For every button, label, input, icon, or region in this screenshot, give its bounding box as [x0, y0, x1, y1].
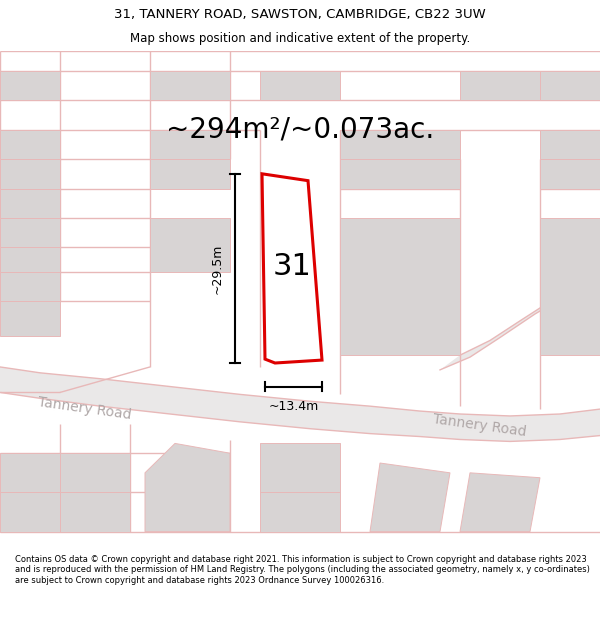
- Polygon shape: [540, 129, 600, 159]
- Polygon shape: [540, 71, 600, 100]
- Text: ~294m²/~0.073ac.: ~294m²/~0.073ac.: [166, 116, 434, 144]
- Polygon shape: [260, 492, 340, 532]
- Polygon shape: [60, 453, 130, 493]
- Text: Map shows position and indicative extent of the property.: Map shows position and indicative extent…: [130, 32, 470, 45]
- Polygon shape: [60, 492, 130, 532]
- Text: Tannery Road: Tannery Road: [433, 412, 527, 439]
- Text: 31, TANNERY ROAD, SAWSTON, CAMBRIDGE, CB22 3UW: 31, TANNERY ROAD, SAWSTON, CAMBRIDGE, CB…: [114, 8, 486, 21]
- Polygon shape: [260, 71, 340, 100]
- Polygon shape: [150, 129, 230, 159]
- Polygon shape: [0, 129, 60, 159]
- Polygon shape: [0, 367, 600, 441]
- Polygon shape: [340, 218, 460, 355]
- Text: ~29.5m: ~29.5m: [211, 243, 223, 294]
- Polygon shape: [460, 71, 540, 100]
- Polygon shape: [340, 129, 460, 189]
- Polygon shape: [540, 129, 600, 189]
- Polygon shape: [0, 272, 60, 301]
- Text: 31: 31: [272, 253, 311, 281]
- Polygon shape: [0, 248, 60, 272]
- Polygon shape: [0, 159, 60, 189]
- Polygon shape: [370, 463, 450, 532]
- Text: ~13.4m: ~13.4m: [268, 399, 319, 412]
- Polygon shape: [150, 159, 230, 189]
- Polygon shape: [145, 443, 230, 532]
- Polygon shape: [440, 262, 600, 370]
- Polygon shape: [340, 129, 460, 159]
- Polygon shape: [0, 492, 60, 532]
- Polygon shape: [460, 473, 540, 532]
- Polygon shape: [0, 189, 60, 218]
- Polygon shape: [540, 218, 600, 355]
- Text: Contains OS data © Crown copyright and database right 2021. This information is : Contains OS data © Crown copyright and d…: [15, 555, 590, 585]
- Polygon shape: [0, 218, 60, 248]
- Polygon shape: [0, 453, 60, 493]
- Text: Tannery Road: Tannery Road: [37, 396, 133, 422]
- Polygon shape: [150, 218, 230, 272]
- Polygon shape: [0, 71, 60, 100]
- Polygon shape: [260, 443, 340, 493]
- Polygon shape: [0, 301, 60, 336]
- Polygon shape: [262, 174, 322, 363]
- Polygon shape: [150, 71, 230, 100]
